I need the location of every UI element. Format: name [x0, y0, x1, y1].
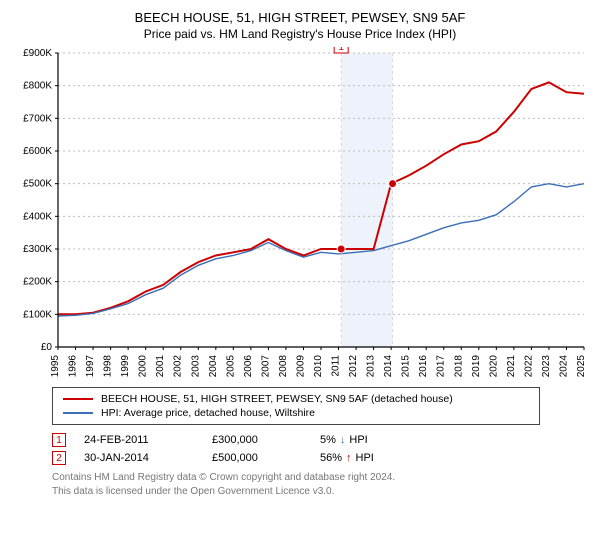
chart-footer: Contains HM Land Registry data © Crown c…: [52, 471, 588, 498]
svg-text:£700K: £700K: [23, 113, 52, 124]
svg-text:2018: 2018: [453, 355, 464, 378]
legend-label: HPI: Average price, detached house, Wilt…: [101, 407, 315, 419]
sales-table: 124-FEB-2011£300,0005%↓HPI230-JAN-2014£5…: [52, 433, 588, 465]
svg-text:£200K: £200K: [23, 277, 52, 288]
sale-delta: 56% ↑ HPI: [320, 452, 440, 464]
sale-delta-pct: 56%: [320, 452, 342, 464]
svg-text:£600K: £600K: [23, 146, 52, 157]
arrow-icon: ↑: [346, 452, 352, 464]
svg-text:2006: 2006: [243, 355, 254, 378]
sale-marker-box: 1: [52, 433, 66, 447]
svg-text:2010: 2010: [313, 355, 324, 378]
svg-text:2023: 2023: [541, 355, 552, 378]
svg-text:2014: 2014: [383, 355, 394, 378]
svg-text:2025: 2025: [576, 355, 587, 378]
svg-text:2002: 2002: [173, 355, 184, 378]
sale-date: 24-FEB-2011: [84, 434, 194, 446]
svg-text:£900K: £900K: [23, 48, 52, 59]
svg-text:£500K: £500K: [23, 179, 52, 190]
sale-delta-suffix: HPI: [349, 434, 367, 446]
svg-text:2013: 2013: [366, 355, 377, 378]
svg-text:1997: 1997: [85, 355, 96, 378]
svg-text:£100K: £100K: [23, 309, 52, 320]
footer-line-2: This data is licensed under the Open Gov…: [52, 485, 588, 498]
sale-price: £500,000: [212, 452, 302, 464]
legend-swatch: [63, 412, 93, 414]
svg-text:2016: 2016: [418, 355, 429, 378]
svg-text:2015: 2015: [401, 355, 412, 378]
svg-text:1998: 1998: [103, 355, 114, 378]
chart-subtitle: Price paid vs. HM Land Registry's House …: [12, 27, 588, 41]
legend-item: BEECH HOUSE, 51, HIGH STREET, PEWSEY, SN…: [63, 392, 529, 406]
sale-delta-pct: 5%: [320, 434, 336, 446]
sale-row: 1 24-FEB-2011 £300,000 5% ↓HPI: [52, 433, 588, 447]
chart-svg: £0 £100K £200K £300K £400K £500K £600K £700K £80…: [12, 47, 588, 387]
svg-text:2007: 2007: [260, 355, 271, 378]
chart-title: BEECH HOUSE, 51, HIGH STREET, PEWSEY, SN…: [12, 10, 588, 25]
svg-text:2011: 2011: [331, 355, 342, 377]
svg-text:2003: 2003: [190, 355, 201, 378]
svg-text:2004: 2004: [208, 355, 219, 378]
svg-text:2008: 2008: [278, 355, 289, 378]
sale-delta: 5% ↓HPI: [320, 434, 440, 446]
sale-date: 30-JAN-2014: [84, 452, 194, 464]
svg-text:2012: 2012: [348, 355, 359, 378]
svg-text:£800K: £800K: [23, 81, 52, 92]
svg-text:1996: 1996: [68, 355, 79, 378]
svg-text:2022: 2022: [523, 355, 534, 378]
sale-marker-box: 2: [52, 451, 66, 465]
svg-text:1999: 1999: [120, 355, 131, 378]
sale-delta-suffix: HPI: [356, 452, 374, 464]
chart-titles: BEECH HOUSE, 51, HIGH STREET, PEWSEY, SN…: [12, 10, 588, 41]
svg-text:£0: £0: [41, 342, 53, 353]
chart-container: { "titles": { "line1": "BEECH HOUSE, 51,…: [0, 0, 600, 507]
svg-text:2001: 2001: [155, 355, 166, 378]
svg-text:2017: 2017: [436, 355, 447, 378]
legend-swatch: [63, 398, 93, 400]
legend-item: HPI: Average price, detached house, Wilt…: [63, 406, 529, 420]
legend: BEECH HOUSE, 51, HIGH STREET, PEWSEY, SN…: [52, 387, 540, 425]
svg-text:2019: 2019: [471, 355, 482, 378]
chart-plot-area: £0 £100K £200K £300K £400K £500K £600K £700K £80…: [12, 47, 588, 387]
svg-text:£300K: £300K: [23, 244, 52, 255]
svg-text:2005: 2005: [225, 355, 236, 378]
svg-text:2020: 2020: [488, 355, 499, 378]
arrow-icon: ↓: [340, 434, 346, 446]
sale-price: £300,000: [212, 434, 302, 446]
sale-row: 2 30-JAN-2014 £500,000 56% ↑ HPI: [52, 451, 588, 465]
svg-text:2009: 2009: [295, 355, 306, 378]
svg-text:2021: 2021: [506, 355, 517, 378]
svg-text:2024: 2024: [558, 355, 569, 378]
svg-text:£400K: £400K: [23, 211, 52, 222]
svg-text:1: 1: [338, 47, 344, 53]
footer-line-1: Contains HM Land Registry data © Crown c…: [52, 471, 588, 484]
svg-text:2000: 2000: [138, 355, 149, 378]
svg-text:1995: 1995: [50, 355, 61, 378]
legend-label: BEECH HOUSE, 51, HIGH STREET, PEWSEY, SN…: [101, 393, 453, 405]
